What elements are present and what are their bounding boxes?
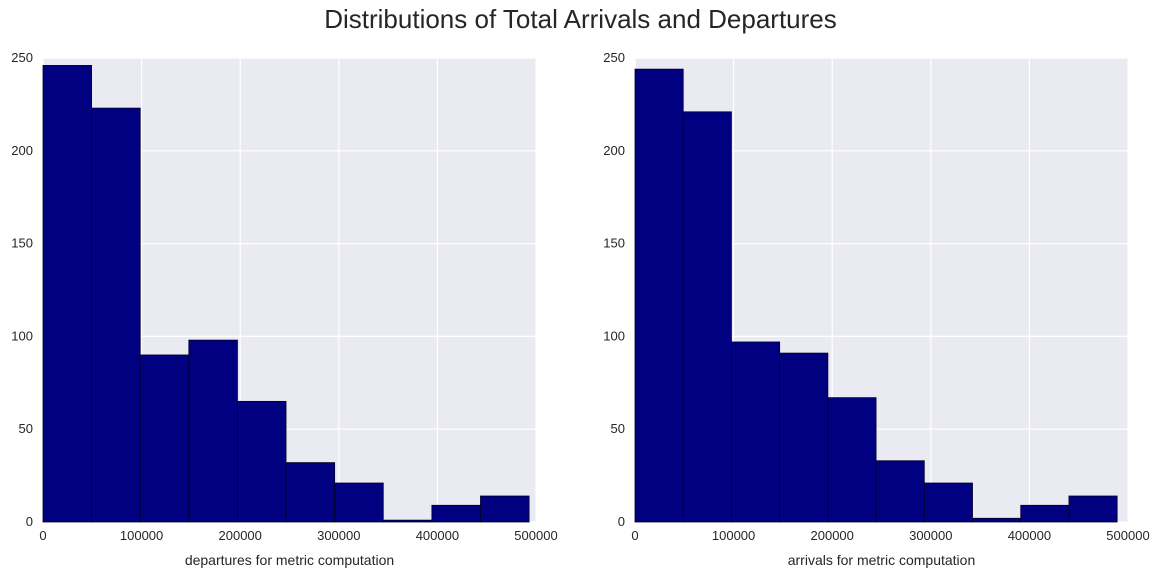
- x-axis-label: departures for metric computation: [185, 552, 394, 568]
- y-tick-label: 0: [26, 514, 33, 529]
- x-tick-label: 400000: [1008, 528, 1051, 543]
- y-tick-label: 250: [603, 50, 625, 65]
- y-tick-label: 50: [19, 421, 33, 436]
- histogram-bar: [731, 341, 781, 523]
- x-tick-label: 100000: [712, 528, 755, 543]
- histogram-bar: [139, 354, 190, 523]
- y-tick-label: 200: [11, 143, 33, 158]
- x-tick-label: 400000: [416, 528, 459, 543]
- histogram-bar: [682, 111, 732, 523]
- x-tick-label: 300000: [317, 528, 360, 543]
- y-tick-label: 0: [618, 514, 625, 529]
- y-tick-label: 50: [611, 421, 625, 436]
- y-tick-label: 150: [603, 236, 625, 251]
- histogram-bar: [91, 107, 141, 523]
- histogram-bar: [334, 482, 384, 523]
- histogram-bar: [237, 400, 287, 523]
- departures-histogram-panel: 0 100000 200000 300000 400000 500000 0 50 100 150…: [11, 50, 557, 568]
- histogram-bar: [480, 495, 530, 523]
- y-tick-label: 100: [603, 328, 625, 343]
- histogram-bar: [42, 65, 93, 523]
- x-tick-label: 100000: [120, 528, 163, 543]
- x-tick-label: 300000: [909, 528, 952, 543]
- y-tick-label: 250: [11, 50, 33, 65]
- arrivals-histogram-panel: 0 100000 200000 300000 400000 500000 0 50 100 150…: [603, 50, 1149, 568]
- histogram-bar: [875, 460, 925, 523]
- x-tick-label: 500000: [514, 528, 557, 543]
- x-tick-label: 200000: [219, 528, 262, 543]
- histogram-bar: [188, 339, 238, 523]
- x-tick-label: 500000: [1106, 528, 1149, 543]
- histogram-bar: [972, 517, 1022, 523]
- figure-title: Distributions of Total Arrivals and Depa…: [324, 4, 837, 34]
- histogram-bar: [634, 68, 684, 523]
- y-tick-label: 100: [11, 328, 33, 343]
- histogram-bar: [923, 482, 973, 523]
- x-tick-label: 0: [631, 528, 638, 543]
- histogram-bar: [1068, 495, 1118, 523]
- y-tick-label: 150: [11, 236, 33, 251]
- histogram-bar: [1020, 504, 1070, 523]
- histogram-bar: [285, 462, 336, 523]
- histogram-bar: [431, 504, 481, 523]
- y-tick-label: 200: [603, 143, 625, 158]
- histogram-bar: [827, 397, 877, 523]
- histogram-bar: [382, 519, 433, 523]
- x-tick-label: 200000: [811, 528, 854, 543]
- x-axis-label: arrivals for metric computation: [788, 552, 976, 568]
- histogram-bar: [779, 352, 829, 523]
- x-tick-label: 0: [39, 528, 46, 543]
